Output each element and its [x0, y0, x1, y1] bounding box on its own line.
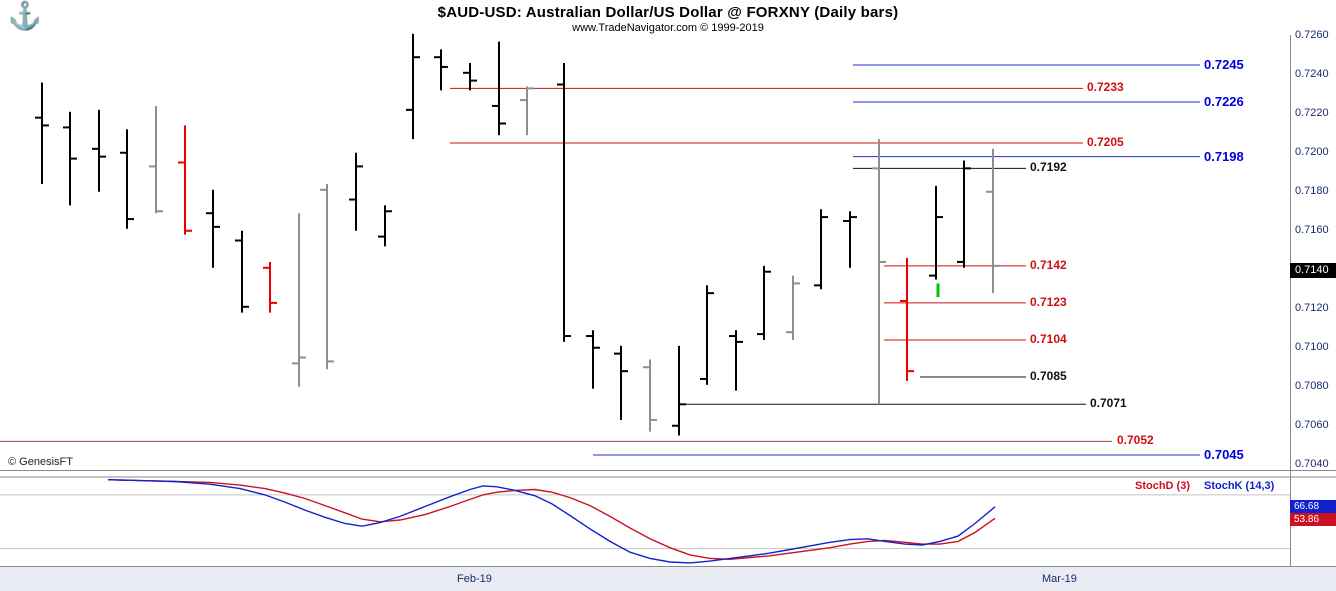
level-label-0.7205: 0.7205	[1087, 135, 1124, 149]
ohlc-bar	[872, 139, 886, 405]
ohlc-bar	[263, 261, 277, 313]
chart-header: $AUD-USD: Australian Dollar/US Dollar @ …	[0, 0, 1336, 34]
stochastic-legend: StochD (3) StochK (14,3)	[1135, 480, 1274, 492]
level-label-0.7104: 0.7104	[1030, 331, 1067, 346]
stochk-line	[107, 479, 996, 564]
price-axis-label: 0.7080	[1295, 379, 1329, 392]
ohlc-bar	[406, 33, 420, 140]
price-axis-label: 0.7220	[1295, 106, 1329, 119]
ohlc-bar	[700, 285, 714, 385]
ohlc-bar	[378, 205, 392, 247]
date-axis-label: Mar-19	[1042, 573, 1077, 585]
current-price-badge: 0.7140	[1290, 262, 1336, 278]
genesis-anchor-logo-icon: ⚓	[8, 1, 42, 31]
level-label-0.7192: 0.7192	[1030, 160, 1067, 175]
ohlc-bar	[63, 111, 77, 206]
ohlc-bar	[520, 86, 534, 136]
ohlc-bar	[92, 109, 106, 192]
level-label-0.7233: 0.7233	[1087, 80, 1124, 95]
ohlc-bar	[786, 275, 800, 340]
ohlc-bar	[292, 213, 306, 387]
level-label-0.7142: 0.7142	[1030, 257, 1067, 272]
price-axis-label: 0.7060	[1295, 418, 1329, 431]
price-axis-label: 0.7120	[1295, 301, 1329, 314]
ohlc-bar	[929, 185, 943, 280]
ohlc-bar	[206, 189, 220, 268]
ohlc-bar	[614, 345, 628, 420]
ohlc-bar	[986, 148, 1000, 294]
level-label-0.7045: 0.7045	[1204, 447, 1244, 462]
ohlc-bar	[557, 63, 571, 342]
chart-subtitle: www.TradeNavigator.com © 1999-2019	[572, 22, 764, 34]
ohlc-bar	[900, 258, 914, 381]
ohlc-bar	[672, 345, 686, 436]
ohlc-bar	[814, 209, 828, 290]
level-label-0.7052: 0.7052	[1117, 433, 1154, 448]
ohlc-bar	[463, 63, 477, 91]
stochk-legend-label[interactable]: StochK (14,3)	[1204, 480, 1275, 492]
ohlc-bar	[757, 265, 771, 340]
ohlc-bar	[586, 330, 600, 389]
ohlc-bar	[235, 230, 249, 313]
ohlc-bar	[349, 152, 363, 231]
ohlc-bar	[843, 211, 857, 268]
ohlc-bar	[178, 125, 192, 235]
chart-title: $AUD-USD: Australian Dollar/US Dollar @ …	[437, 4, 899, 21]
ohlc-bar	[320, 183, 334, 370]
genesisft-watermark: © GenesisFT	[8, 456, 73, 468]
stochk-value-badge: 66.68	[1290, 500, 1336, 513]
ohlc-bar	[729, 330, 743, 391]
price-axis-label: 0.7200	[1295, 145, 1329, 158]
level-label-0.7226: 0.7226	[1204, 94, 1244, 110]
price-axis-label: 0.7100	[1295, 340, 1329, 353]
date-axis[interactable]: Feb-19 Mar-19	[0, 566, 1336, 591]
ohlc-bar	[434, 49, 448, 91]
ohlc-bar	[492, 41, 506, 136]
price-axis-label: 0.7260	[1295, 28, 1329, 41]
ohlc-bar	[120, 129, 134, 229]
level-label-0.7245: 0.7245	[1204, 57, 1244, 72]
stochd-value-badge: 53.86	[1290, 513, 1336, 526]
level-label-0.7123: 0.7123	[1030, 294, 1067, 309]
level-label-0.7071: 0.7071	[1090, 396, 1127, 411]
level-label-0.7198: 0.7198	[1204, 148, 1244, 164]
price-axis-label: 0.7180	[1295, 184, 1329, 197]
price-axis-label: 0.7240	[1295, 67, 1329, 80]
ohlc-bar	[643, 359, 657, 432]
ohlc-bar	[149, 105, 163, 214]
stochd-legend-label[interactable]: StochD (3)	[1135, 480, 1190, 492]
date-axis-label: Feb-19	[457, 573, 492, 585]
level-label-0.7085: 0.7085	[1030, 369, 1067, 383]
price-axis-label: 0.7040	[1295, 457, 1329, 470]
stochd-line	[107, 479, 996, 561]
ohlc-bar	[957, 160, 971, 268]
price-axis-label: 0.7160	[1295, 223, 1329, 236]
ohlc-bar	[35, 82, 49, 184]
